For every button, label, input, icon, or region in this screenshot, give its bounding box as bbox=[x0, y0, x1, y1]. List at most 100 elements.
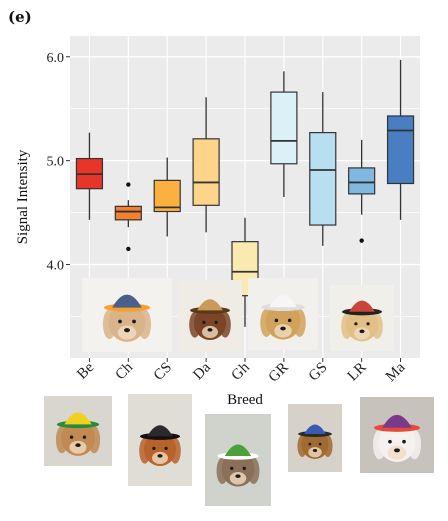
dog-head bbox=[221, 451, 255, 487]
dog-eye bbox=[354, 322, 358, 326]
y-axis-title: Signal Intensity bbox=[15, 149, 31, 244]
dog-eye bbox=[318, 442, 322, 446]
dog-muzzle bbox=[308, 447, 322, 458]
dog-photo-greyhound bbox=[205, 414, 271, 506]
dog-eye bbox=[69, 435, 74, 439]
dog-eye bbox=[274, 318, 279, 323]
dog-photo-german-shepherd bbox=[288, 404, 342, 472]
dog-muzzle bbox=[152, 451, 168, 465]
box bbox=[386, 115, 415, 185]
dog-nose bbox=[75, 443, 81, 448]
hat-crown bbox=[304, 424, 326, 434]
x-axis-title: Breed bbox=[227, 392, 263, 408]
dog-photos-below bbox=[44, 394, 434, 506]
dog-photo-beagle bbox=[44, 396, 112, 466]
x-tick-label: Be bbox=[74, 359, 97, 382]
outlier-point bbox=[126, 182, 131, 187]
boxplot-CS bbox=[153, 157, 181, 237]
dog-muzzle bbox=[202, 325, 218, 339]
box bbox=[153, 179, 181, 213]
dog-eye bbox=[242, 466, 246, 471]
boxplots bbox=[75, 59, 415, 327]
dog-photo-cocker-spaniel bbox=[128, 394, 192, 486]
hat-crown bbox=[112, 294, 142, 308]
dog-photo-labrador bbox=[330, 285, 394, 351]
dog-nose bbox=[394, 448, 400, 453]
x-tick-label: Ma bbox=[383, 359, 409, 385]
x-tick-label: Da bbox=[190, 359, 214, 383]
x-tick-label: LR bbox=[345, 360, 370, 385]
dog-eye bbox=[202, 320, 206, 324]
dog-head bbox=[265, 302, 301, 340]
dog-muzzle bbox=[229, 472, 247, 485]
dog-eye bbox=[230, 466, 234, 471]
dog-muzzle bbox=[354, 327, 370, 340]
dog-muzzle bbox=[69, 440, 87, 454]
dog-photo-chihuahua bbox=[82, 278, 172, 352]
hat-crown bbox=[224, 444, 252, 456]
dog-eye bbox=[82, 435, 87, 439]
dog-eye bbox=[214, 320, 218, 324]
dog-eye bbox=[366, 322, 370, 326]
x-tick-label: Gh bbox=[229, 359, 254, 384]
dog-eye bbox=[152, 446, 156, 450]
dog-photo-maltese bbox=[360, 397, 434, 473]
y-tick-label: 6.0 bbox=[47, 51, 65, 66]
x-tick-label: Ch bbox=[112, 359, 136, 383]
outlier-point bbox=[359, 238, 364, 243]
hat-crown bbox=[269, 294, 297, 308]
dog-nose bbox=[359, 329, 365, 334]
dog-head bbox=[194, 306, 226, 341]
dog-muzzle bbox=[117, 325, 137, 340]
dog-head bbox=[144, 432, 176, 467]
dog-head bbox=[378, 423, 416, 463]
dog-eye bbox=[164, 446, 168, 450]
dog-head bbox=[108, 302, 146, 342]
x-tick-label: GR bbox=[266, 360, 292, 386]
hat-crown bbox=[64, 412, 92, 425]
dog-muzzle bbox=[274, 324, 292, 338]
y-tick-label: 5.0 bbox=[47, 155, 65, 170]
dog-head bbox=[346, 307, 378, 342]
panel-label: (e) bbox=[8, 8, 32, 26]
dog-eye bbox=[287, 318, 292, 323]
x-tick-label: GS bbox=[306, 360, 331, 385]
boxplot-Ch bbox=[114, 182, 142, 252]
dog-head bbox=[301, 430, 329, 459]
dog-nose bbox=[207, 328, 213, 332]
dog-photo-golden-retriever bbox=[248, 278, 318, 350]
dog-nose bbox=[280, 326, 286, 331]
outlier-point bbox=[126, 246, 131, 252]
dog-nose bbox=[124, 328, 130, 333]
dog-head bbox=[61, 420, 95, 456]
boxplot-GR bbox=[270, 71, 298, 197]
dog-eye bbox=[308, 442, 312, 446]
box bbox=[309, 132, 337, 226]
dog-photo-dachshund bbox=[178, 280, 242, 352]
hat-crown bbox=[349, 300, 375, 312]
box bbox=[270, 91, 298, 165]
boxplot-LR bbox=[348, 139, 376, 243]
dog-eye bbox=[132, 319, 136, 324]
hat-crown bbox=[147, 425, 173, 437]
y-tick-label: 4.0 bbox=[47, 259, 65, 274]
boxplot-GS bbox=[309, 92, 337, 246]
boxplot-Ma bbox=[386, 59, 415, 220]
y-axis: 4.0 5.0 6.0 bbox=[47, 51, 70, 274]
boxplot-Da bbox=[192, 97, 220, 233]
dog-nose bbox=[312, 448, 318, 452]
dog-muzzle bbox=[387, 445, 407, 460]
dog-photos-in-plot bbox=[82, 278, 394, 352]
dog-eye bbox=[118, 319, 122, 324]
dog-nose bbox=[235, 474, 241, 478]
dog-eye bbox=[402, 439, 406, 444]
x-axis: Be Ch CS Da Gh GR GS LR Ma bbox=[74, 358, 409, 386]
dog-nose bbox=[157, 454, 163, 458]
box bbox=[192, 138, 220, 206]
hat-crown bbox=[382, 414, 412, 428]
box bbox=[348, 167, 376, 195]
boxplot-Be bbox=[75, 132, 104, 220]
box bbox=[114, 205, 142, 221]
x-tick-label: CS bbox=[151, 360, 175, 384]
